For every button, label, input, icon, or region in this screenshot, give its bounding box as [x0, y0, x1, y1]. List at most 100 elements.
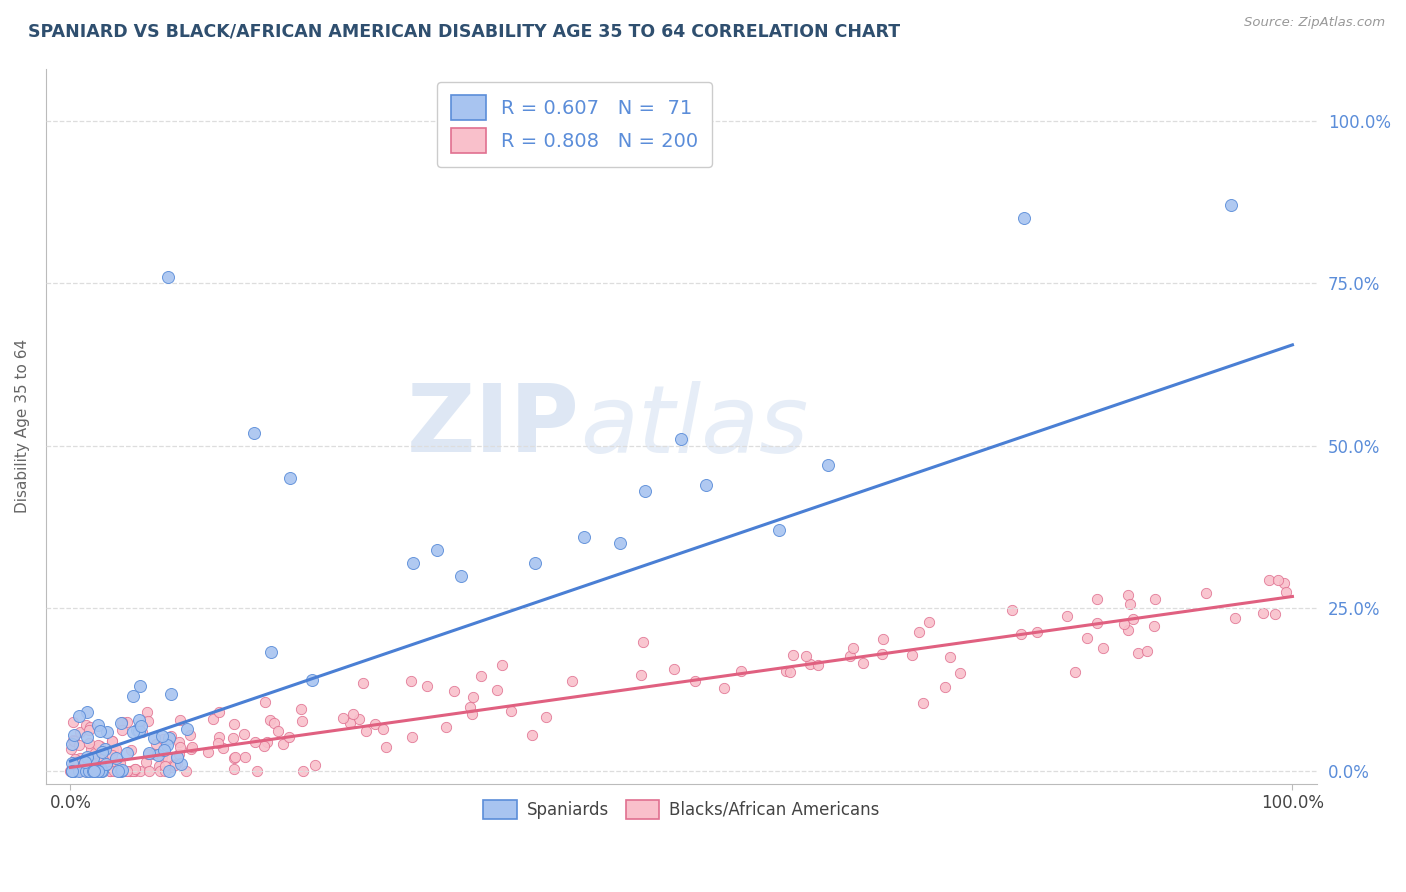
Point — [174, 764, 197, 778]
Point — [98, 764, 121, 778]
Point — [128, 764, 150, 778]
Point — [730, 664, 752, 678]
Point — [371, 722, 394, 736]
Point — [110, 756, 132, 771]
Point — [89, 760, 111, 774]
Point — [1142, 619, 1164, 633]
Point — [1076, 631, 1098, 645]
Point — [62, 727, 84, 741]
Point — [1274, 585, 1296, 599]
Point — [111, 715, 134, 730]
Point — [79, 720, 101, 734]
Point — [1116, 623, 1139, 637]
Point — [142, 747, 165, 761]
Point — [224, 762, 246, 776]
Point — [67, 764, 90, 778]
Point — [572, 530, 595, 544]
Point — [224, 717, 246, 731]
Point — [799, 657, 821, 671]
Point — [62, 714, 84, 729]
Point — [1195, 586, 1218, 600]
Point — [60, 756, 83, 770]
Point — [166, 756, 188, 770]
Point — [246, 764, 269, 778]
Point — [89, 751, 111, 765]
Point — [1136, 644, 1159, 658]
Point — [817, 458, 839, 472]
Point — [115, 764, 138, 778]
Point — [1085, 615, 1108, 630]
Point — [912, 696, 935, 710]
Point — [66, 764, 89, 778]
Point — [84, 748, 107, 763]
Point — [94, 741, 117, 756]
Point — [136, 747, 159, 761]
Point — [485, 682, 508, 697]
Point — [775, 664, 797, 678]
Point — [73, 764, 96, 778]
Point — [67, 709, 90, 723]
Text: Source: ZipAtlas.com: Source: ZipAtlas.com — [1244, 16, 1385, 29]
Point — [82, 757, 104, 772]
Point — [91, 764, 114, 778]
Point — [98, 764, 121, 778]
Point — [918, 615, 941, 629]
Point — [118, 764, 141, 778]
Point — [782, 648, 804, 662]
Point — [152, 742, 174, 756]
Point — [1092, 640, 1115, 655]
Point — [170, 756, 193, 771]
Point — [1223, 611, 1246, 625]
Point — [90, 745, 112, 759]
Point — [59, 742, 82, 756]
Point — [266, 724, 288, 739]
Point — [136, 705, 159, 719]
Point — [111, 723, 134, 738]
Point — [222, 731, 245, 745]
Point — [84, 745, 107, 759]
Point — [129, 679, 152, 693]
Point — [208, 705, 231, 719]
Point — [1116, 588, 1139, 602]
Text: atlas: atlas — [579, 381, 808, 472]
Point — [157, 764, 180, 778]
Point — [271, 737, 294, 751]
Point — [491, 657, 513, 672]
Point — [224, 749, 246, 764]
Point — [145, 737, 167, 751]
Point — [87, 717, 110, 731]
Point — [609, 536, 631, 550]
Point — [60, 764, 83, 778]
Point — [434, 720, 457, 734]
Point — [89, 739, 111, 753]
Point — [86, 755, 108, 769]
Point — [150, 750, 173, 764]
Point — [110, 716, 132, 731]
Point — [794, 649, 817, 664]
Point — [83, 764, 105, 778]
Point — [63, 764, 86, 778]
Point — [124, 762, 146, 776]
Point — [79, 758, 101, 772]
Point — [499, 704, 522, 718]
Point — [779, 665, 801, 680]
Point — [768, 523, 790, 537]
Point — [101, 734, 124, 748]
Point — [136, 714, 159, 728]
Point — [631, 634, 654, 648]
Point — [169, 714, 191, 728]
Point — [197, 745, 219, 759]
Point — [259, 713, 281, 727]
Point — [120, 743, 142, 757]
Point — [291, 714, 314, 728]
Point — [167, 735, 190, 749]
Point — [121, 725, 143, 739]
Point — [60, 764, 83, 778]
Point — [872, 632, 894, 647]
Point — [1026, 624, 1049, 639]
Point — [1064, 665, 1087, 679]
Point — [401, 731, 423, 745]
Point — [128, 714, 150, 728]
Point — [62, 734, 84, 748]
Point — [354, 723, 377, 738]
